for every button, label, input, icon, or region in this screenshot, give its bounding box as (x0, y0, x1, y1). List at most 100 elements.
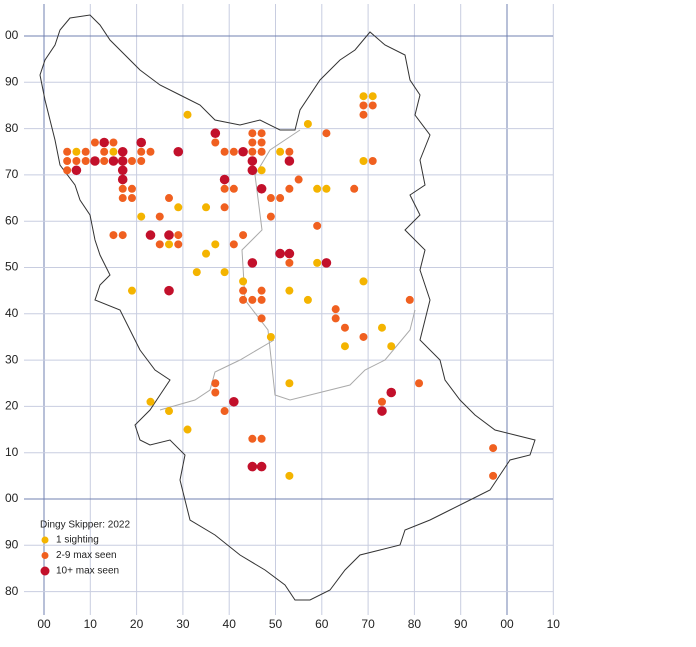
record-dot (285, 258, 294, 267)
record-dot (63, 147, 72, 156)
record-dot (285, 379, 294, 388)
record-dot (321, 258, 332, 268)
record-dot (247, 258, 258, 268)
record-dot (239, 295, 248, 304)
record-dot (183, 425, 192, 434)
record-dot (248, 129, 257, 138)
record-dot (137, 212, 146, 221)
record-dot (276, 147, 285, 156)
x-tick-label: 10 (84, 617, 98, 631)
record-dot (220, 147, 229, 156)
record-dot (229, 240, 238, 249)
record-dot (155, 240, 164, 249)
x-tick-label: 90 (454, 617, 468, 631)
legend-label: 2-9 max seen (56, 550, 117, 561)
record-dot (137, 157, 146, 166)
record-dot (359, 277, 368, 286)
y-tick-label: 60 (5, 213, 19, 227)
record-dot (118, 231, 127, 240)
record-dot (377, 323, 386, 332)
x-tick-label: 30 (176, 617, 190, 631)
record-dot (285, 471, 294, 480)
record-dot (276, 194, 285, 203)
y-tick-label: 50 (5, 260, 19, 274)
x-tick-label: 70 (361, 617, 375, 631)
record-dot (239, 286, 248, 295)
record-dot (90, 138, 99, 147)
record-dot (322, 184, 331, 193)
record-dot (350, 184, 359, 193)
record-dot (359, 101, 368, 110)
record-dot (285, 147, 294, 156)
record-dot (220, 184, 229, 193)
record-dot (256, 461, 267, 472)
record-dot (340, 323, 349, 332)
legend-marker (40, 566, 50, 576)
record-dot (238, 146, 248, 157)
record-dot (100, 157, 109, 166)
y-tick-label: 20 (5, 399, 19, 413)
y-tick-label: 30 (5, 352, 19, 366)
record-dot (202, 249, 211, 258)
record-dot (165, 240, 174, 249)
record-dot (202, 203, 211, 212)
record-dot (257, 147, 266, 156)
legend: Dingy Skipper: 2022 1 sighting 2-9 max se… (40, 520, 130, 577)
record-dot (405, 295, 414, 304)
record-dot (322, 129, 331, 138)
y-tick-label: 90 (5, 74, 19, 88)
records (63, 92, 498, 480)
record-dot (303, 295, 312, 304)
record-dot (368, 157, 377, 166)
record-dot (109, 147, 118, 156)
x-tick-label: 10 (547, 617, 561, 631)
record-dot (257, 166, 266, 175)
record-dot (117, 156, 128, 166)
record-dot (313, 221, 322, 230)
record-dot (137, 147, 146, 156)
record-dot (192, 268, 201, 277)
record-dot (340, 342, 349, 351)
y-tick-label: 00 (5, 28, 19, 42)
record-dot (257, 434, 266, 443)
record-dot (285, 286, 294, 295)
record-dot (72, 157, 81, 166)
record-dot (146, 397, 155, 406)
record-dot (257, 286, 266, 295)
record-dot (220, 268, 229, 277)
district-boundary (241, 129, 416, 401)
legend-label: 10+ max seen (56, 566, 119, 577)
record-dot (257, 129, 266, 138)
record-dot (117, 146, 128, 157)
record-dot (109, 231, 118, 240)
record-dot (368, 92, 377, 101)
record-dot (229, 184, 238, 193)
record-dot (247, 461, 258, 472)
y-tick-label: 70 (5, 167, 19, 181)
record-dot (117, 174, 128, 185)
record-dot (210, 128, 221, 139)
grid: 00 10 20 30 40 50 60 70 80 90 00 10 00 90 80 70 60 50 40 30… (5, 4, 560, 631)
record-dot (368, 101, 377, 110)
record-dot (127, 286, 136, 295)
record-dot (229, 396, 239, 407)
record-dot (72, 147, 81, 156)
record-dot (211, 379, 220, 388)
record-dot (284, 156, 295, 166)
x-tick-label: 00 (37, 617, 51, 631)
record-dot (127, 184, 136, 193)
record-dot (155, 212, 164, 221)
record-dot (174, 240, 183, 249)
record-dot (275, 248, 285, 259)
county-boundary (39, 14, 536, 601)
y-tick-label: 80 (5, 121, 19, 135)
record-dot (164, 285, 174, 296)
record-dot (248, 147, 257, 156)
record-dot (99, 137, 109, 148)
x-tick-label: 60 (315, 617, 329, 631)
record-dot (136, 137, 147, 148)
record-dot (220, 203, 229, 212)
record-dot (165, 407, 174, 416)
record-dot (489, 471, 498, 480)
